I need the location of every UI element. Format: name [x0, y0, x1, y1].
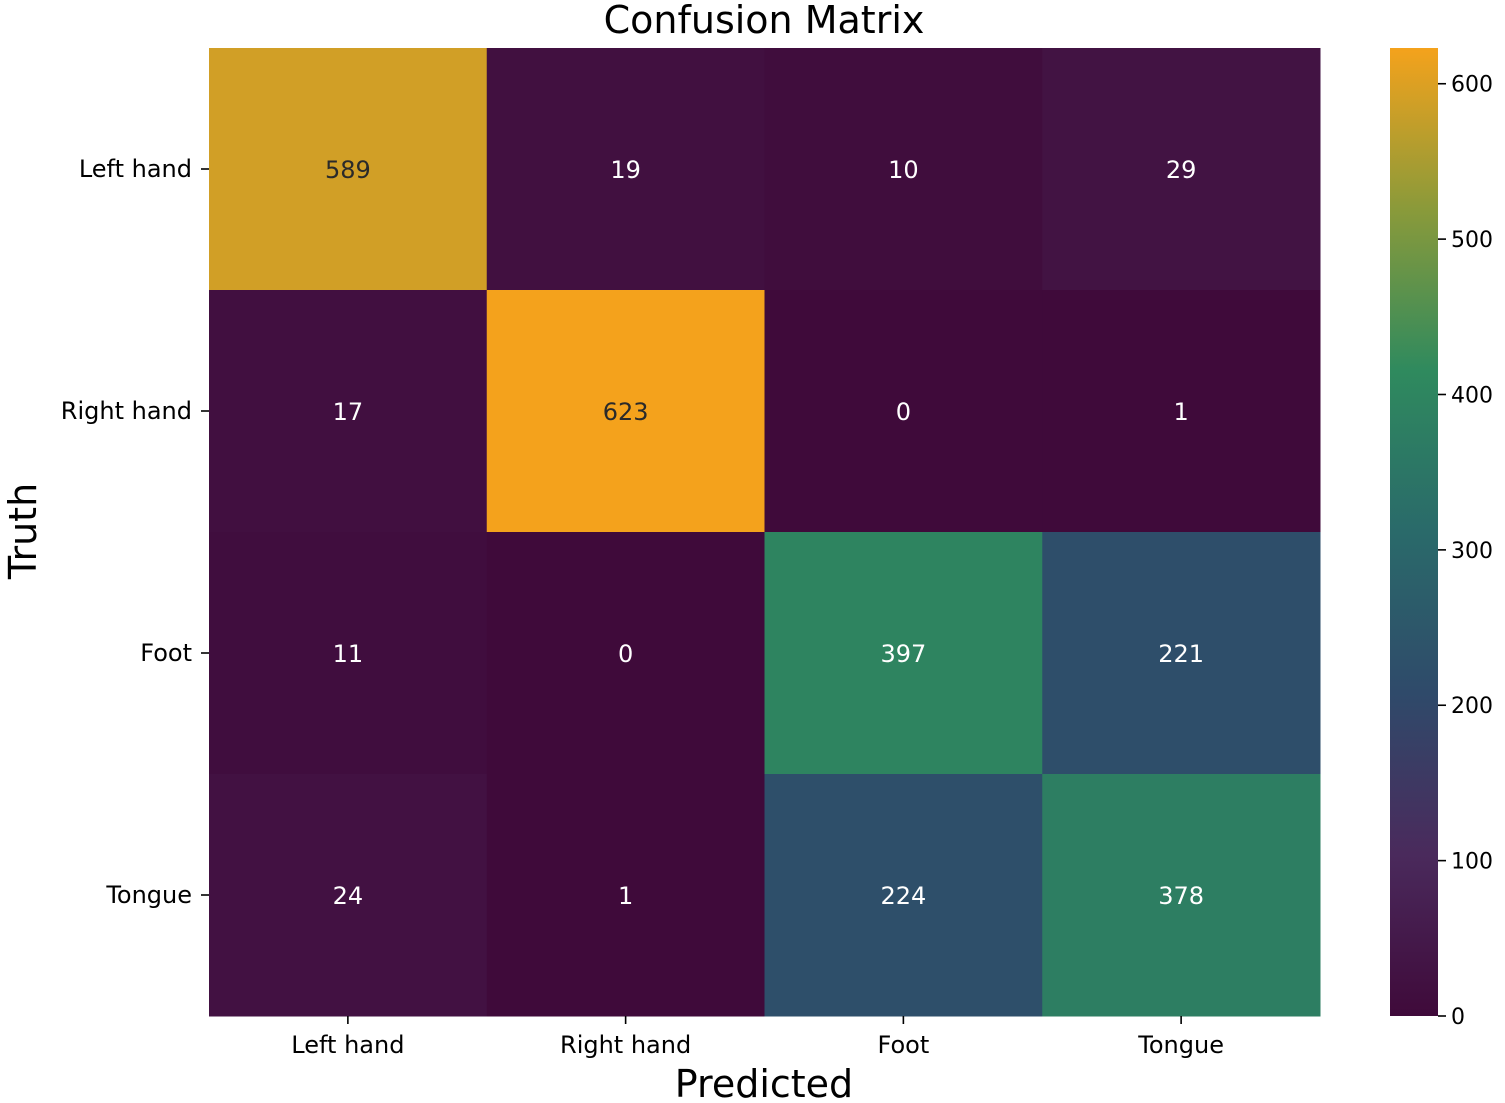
heatmap-cell [1042, 532, 1321, 775]
heatmap-cell [486, 774, 765, 1017]
y-tick-label: Left hand [79, 155, 192, 183]
heatmap-cells [209, 48, 1321, 1017]
cell-value-label: 589 [325, 156, 371, 184]
cell-value-label: 29 [1166, 156, 1197, 184]
cell-value-label: 1 [1173, 398, 1188, 426]
heatmap-cell [209, 48, 488, 291]
cell-value-label: 1 [618, 882, 633, 910]
colorbar-tick-label: 600 [1451, 73, 1493, 98]
heatmap-cell [209, 290, 488, 533]
heatmap-cell [486, 48, 765, 291]
x-tick-label: Foot [878, 1031, 930, 1059]
cell-value-label: 221 [1158, 640, 1204, 668]
heatmap-cell [764, 532, 1043, 775]
cell-value-label: 17 [333, 398, 364, 426]
y-tick-label: Right hand [61, 397, 192, 425]
y-tick-label: Foot [140, 639, 192, 667]
cell-value-label: 623 [603, 398, 649, 426]
x-tick-label: Right hand [560, 1031, 691, 1059]
x-tick-label: Left hand [291, 1031, 404, 1059]
colorbar-tick-label: 500 [1451, 228, 1493, 253]
colorbar-tick-label: 0 [1451, 1005, 1465, 1030]
cell-value-label: 24 [333, 882, 364, 910]
x-axis-title: Predicted [675, 1062, 853, 1103]
colorbar-tick-label: 300 [1451, 539, 1493, 564]
cell-value-label: 397 [880, 640, 926, 668]
heatmap-cell [1042, 48, 1321, 291]
colorbar-ticks: 0 100 200 300 400 500 600 [1438, 73, 1493, 1030]
x-axis-ticks: Left hand Right hand Foot Tongue [291, 1016, 1224, 1059]
cell-value-label: 378 [1158, 882, 1204, 910]
heatmap-cell [764, 290, 1043, 533]
heatmap-cell [209, 774, 488, 1017]
heatmap-cell [486, 532, 765, 775]
y-axis-title: Truth [1, 483, 45, 580]
cell-value-label: 19 [610, 156, 641, 184]
heatmap-cell [209, 532, 488, 775]
colorbar-tick-label: 200 [1451, 694, 1493, 719]
x-tick-label: Tongue [1137, 1031, 1224, 1059]
colorbar-tick-label: 400 [1451, 383, 1493, 408]
cell-value-label: 0 [896, 398, 911, 426]
y-axis-ticks: Left hand Right hand Foot Tongue [61, 155, 209, 909]
heatmap-cell [764, 774, 1043, 1017]
cell-value-label: 11 [333, 640, 364, 668]
cell-value-label: 10 [888, 156, 919, 184]
colorbar [1390, 48, 1438, 1016]
heatmap-cell [1042, 290, 1321, 533]
colorbar-tick-label: 100 [1451, 850, 1493, 875]
cell-value-label: 0 [618, 640, 633, 668]
heatmap-cell [1042, 774, 1321, 1017]
y-tick-label: Tongue [105, 881, 192, 909]
heatmap-cell [764, 48, 1043, 291]
chart-title: Confusion Matrix [604, 0, 925, 42]
heatmap-cell [486, 290, 765, 533]
cell-value-label: 224 [880, 882, 926, 910]
